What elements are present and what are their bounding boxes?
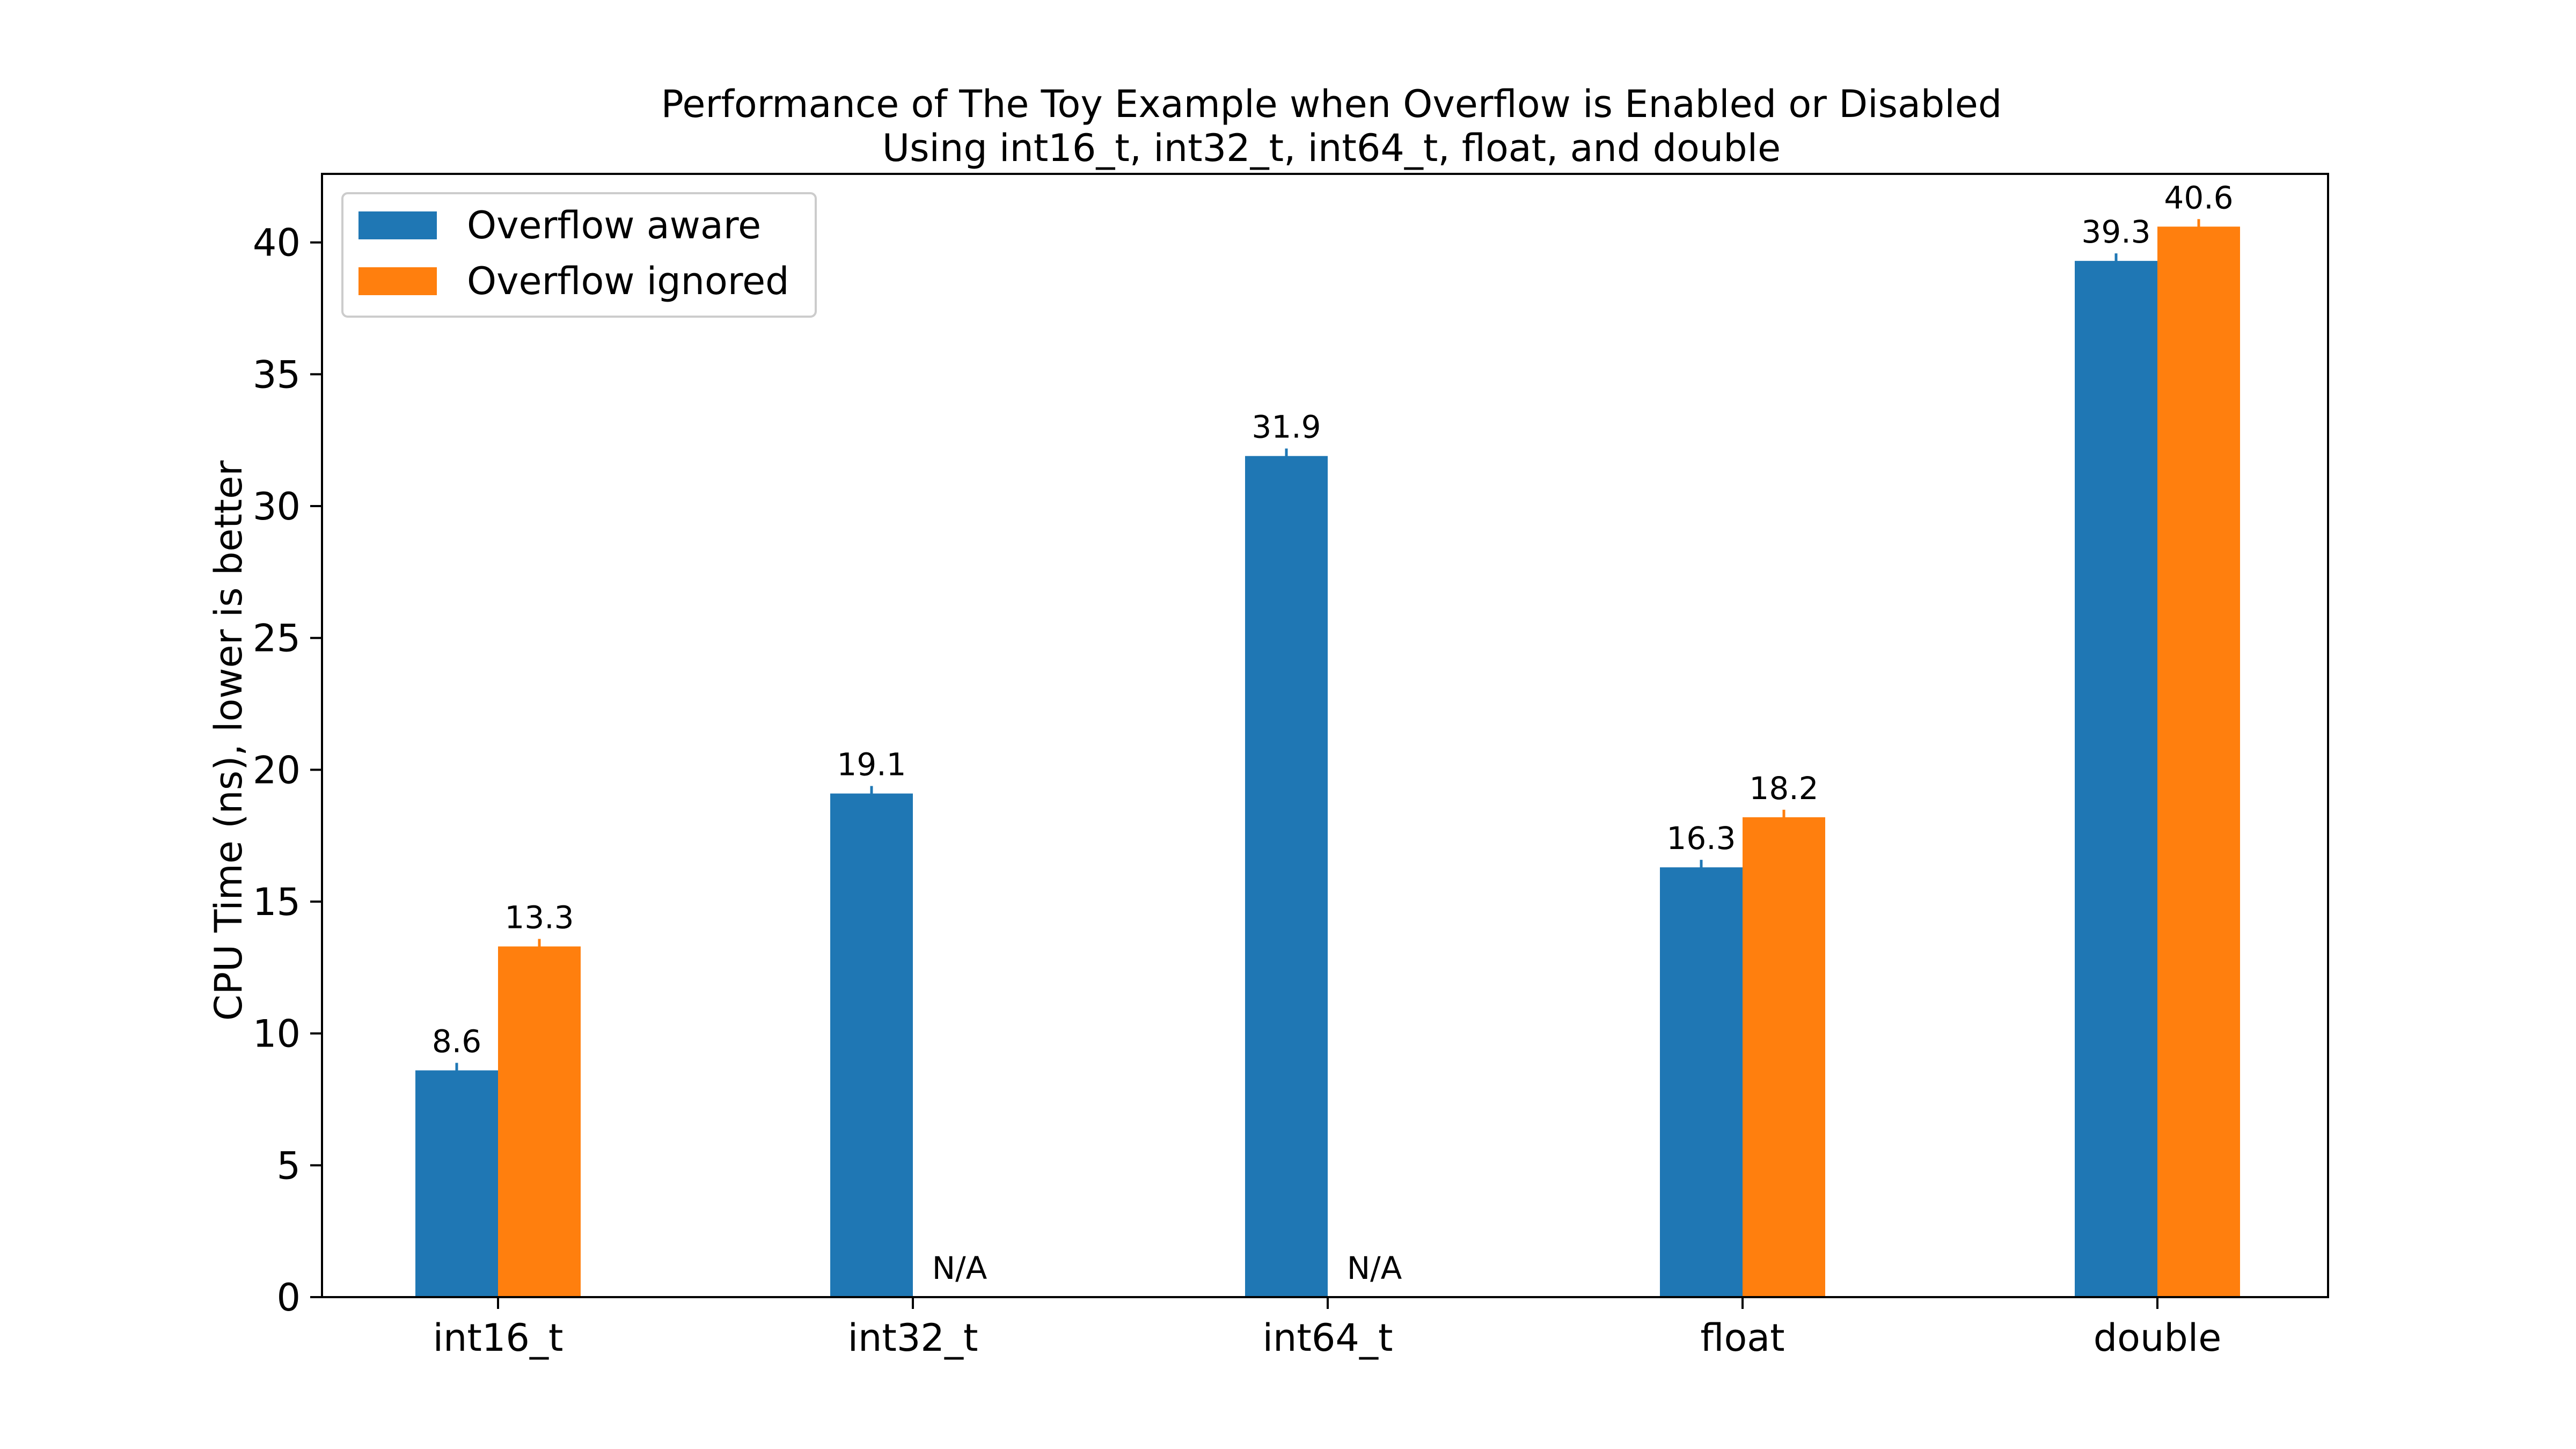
bar-value-label: 39.3: [2081, 214, 2150, 250]
x-axis-ticks: int16_t int32_t int64_t float double: [433, 1297, 2222, 1360]
bar-value-label-na: N/A: [1347, 1250, 1402, 1286]
chart-title: Performance of The Toy Example when Over…: [661, 82, 2002, 126]
legend: Overflow aware Overflow ignored: [341, 192, 817, 318]
bar-value-label: 18.2: [1749, 770, 1818, 807]
y-tick-label: 10: [253, 1012, 301, 1056]
x-tick-label: int32_t: [848, 1316, 978, 1360]
legend-box: [341, 192, 817, 318]
y-tick-label: 5: [276, 1144, 301, 1188]
legend-label-overflow-aware: Overflow aware: [467, 203, 761, 247]
x-tick-label: double: [2094, 1316, 2222, 1360]
bar-overflow-ignored-int16_t: [498, 946, 581, 1297]
bar-overflow-aware-int16_t: [415, 1070, 498, 1297]
plot-area-frame: [321, 173, 2329, 1298]
y-tick-label: 30: [253, 485, 301, 529]
bar-value-label: 40.6: [2164, 179, 2233, 216]
bars-group: [415, 219, 2240, 1297]
bar-overflow-aware-int64_t: [1245, 456, 1328, 1297]
bar-value-label: 19.1: [837, 747, 906, 783]
bar-value-label: 16.3: [1666, 820, 1736, 857]
bar-overflow-aware-double: [2075, 261, 2157, 1297]
x-tick-label: int16_t: [433, 1316, 564, 1360]
y-tick-label: 40: [253, 221, 301, 265]
bar-overflow-aware-float: [1660, 867, 1743, 1297]
chart-subtitle: Using int16_t, int32_t, int64_t, float, …: [882, 126, 1781, 170]
bar-overflow-ignored-float: [1743, 817, 1825, 1297]
y-tick-label: 25: [253, 617, 301, 661]
y-tick-label: 15: [253, 880, 301, 924]
bar-value-label: 13.3: [504, 899, 574, 936]
x-tick-label: float: [1700, 1316, 1784, 1360]
y-tick-label: 20: [253, 748, 301, 792]
y-axis-ticks: 0 5 10 15 20 25 30 35 40: [253, 221, 322, 1320]
bar-value-label: 8.6: [432, 1023, 481, 1059]
x-tick-label: int64_t: [1263, 1316, 1393, 1360]
y-tick-label: 35: [253, 353, 301, 397]
bar-value-label: 31.9: [1252, 409, 1321, 445]
y-axis-label: CPU Time (ns), lower is better: [207, 460, 251, 1021]
legend-label-overflow-ignored: Overflow ignored: [467, 259, 789, 303]
y-tick-label: 0: [276, 1276, 301, 1320]
legend-swatch-overflow-ignored: [358, 267, 437, 295]
legend-swatch-overflow-aware: [358, 211, 437, 239]
bar-overflow-aware-int32_t: [830, 793, 913, 1297]
bar-value-label-na: N/A: [932, 1250, 987, 1286]
bar-labels-group: 8.6 13.3 19.1 N/A 31.9 N/A 16.3 18.2 39.3 40.6: [432, 179, 2234, 1286]
bar-overflow-ignored-double: [2157, 226, 2240, 1297]
